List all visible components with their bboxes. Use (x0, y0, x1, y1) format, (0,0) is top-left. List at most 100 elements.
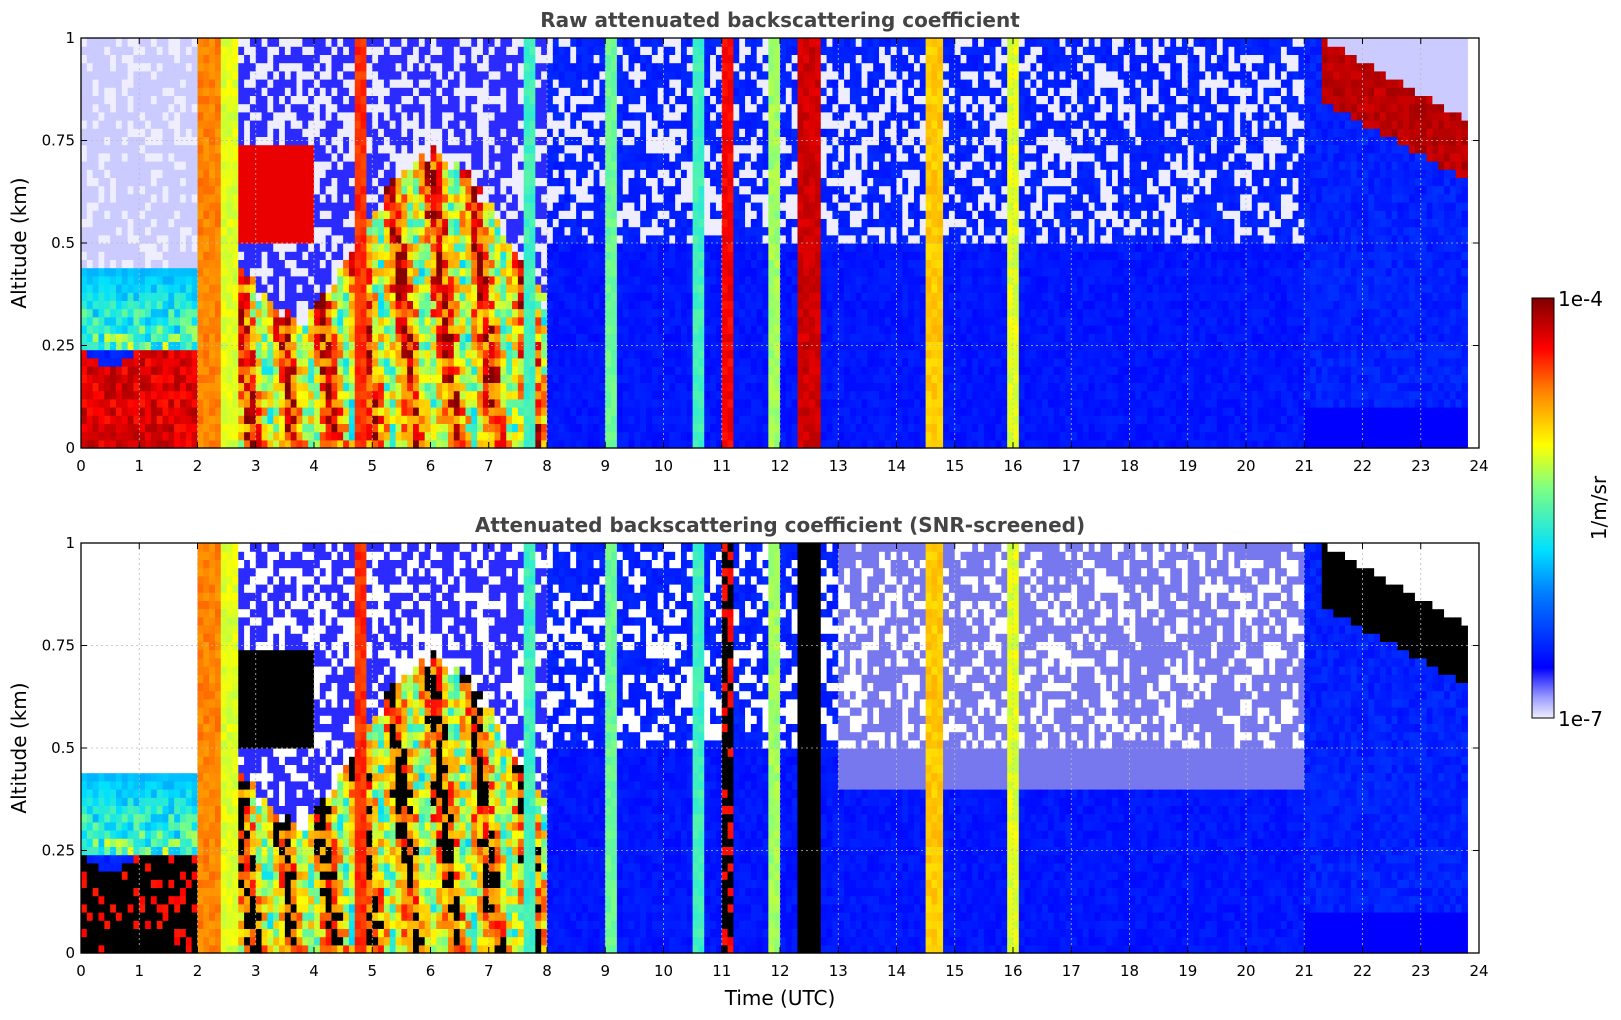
heatmap-cell (168, 210, 175, 219)
heatmap-cell (145, 366, 152, 375)
heatmap-cell (255, 341, 263, 351)
heatmap-cell (430, 292, 437, 301)
heatmap-cell (523, 234, 531, 244)
heatmap-cell (646, 62, 653, 72)
heatmap-cell (564, 185, 571, 195)
heatmap-cell (168, 431, 175, 441)
heatmap-cell (558, 251, 566, 260)
heatmap-cell (471, 136, 478, 146)
heatmap-cell (162, 415, 169, 424)
heatmap-cell (115, 38, 123, 47)
heatmap-cell (290, 54, 298, 64)
heatmap-cell (488, 218, 496, 228)
heatmap-cell (348, 185, 356, 195)
heatmap-cell (389, 46, 397, 55)
heatmap-cell (156, 415, 164, 424)
heatmap-cell (191, 79, 199, 88)
heatmap-cell (290, 218, 298, 228)
heatmap-cell (500, 128, 507, 137)
heatmap-cell (197, 366, 204, 375)
heatmap-cell (616, 357, 624, 367)
heatmap-cell (104, 54, 111, 64)
heatmap-cell (308, 120, 315, 129)
heatmap-cell (168, 46, 175, 55)
heatmap-cell (576, 136, 583, 146)
heatmap-cell (651, 177, 659, 187)
heatmap-cell (517, 234, 525, 244)
heatmap-cell (576, 87, 583, 96)
heatmap-cell (576, 415, 583, 424)
heatmap-cell (424, 398, 432, 408)
heatmap-cell (267, 62, 274, 72)
heatmap-cell (401, 415, 408, 424)
heatmap-cell (564, 210, 571, 219)
heatmap-cell (529, 251, 536, 260)
heatmap-cell (255, 136, 263, 146)
heatmap-cell (308, 103, 315, 113)
heatmap-cell (343, 423, 350, 433)
heatmap-cell (523, 111, 531, 121)
heatmap-cell (337, 308, 344, 318)
heatmap-cell (465, 152, 472, 162)
heatmap-cell (220, 275, 228, 285)
heatmap-cell (168, 111, 175, 121)
heatmap-cell (81, 46, 88, 55)
heatmap-cell (284, 357, 292, 367)
heatmap-cell (115, 185, 123, 195)
heatmap-cell (646, 398, 653, 408)
heatmap-cell (529, 193, 536, 203)
heatmap-cell (232, 144, 239, 154)
heatmap-cell (284, 390, 292, 400)
heatmap-cell (599, 439, 606, 449)
heatmap-cell (226, 169, 234, 178)
heatmap-cell (447, 185, 455, 195)
heatmap-cell (197, 46, 204, 55)
heatmap-cell (139, 70, 146, 80)
heatmap-cell (599, 46, 606, 55)
heatmap-cell (447, 38, 455, 47)
heatmap-cell (477, 357, 484, 367)
heatmap-cell (314, 390, 321, 400)
heatmap-cell (244, 292, 251, 301)
heatmap-cell (150, 144, 158, 154)
heatmap-cell (98, 128, 105, 137)
heatmap-cell (302, 62, 309, 72)
heatmap-cell (273, 325, 280, 334)
heatmap-cell (145, 128, 152, 137)
heatmap-cell (378, 128, 385, 137)
heatmap-cell (430, 439, 437, 449)
heatmap-cell (413, 234, 420, 244)
heatmap-cell (424, 284, 432, 293)
heatmap-cell (512, 161, 519, 170)
heatmap-cell (302, 251, 309, 260)
heatmap-cell (651, 226, 659, 236)
heatmap-cell (255, 333, 263, 342)
heatmap-cell (290, 193, 298, 203)
heatmap-cell (488, 300, 496, 310)
heatmap-cell (150, 46, 158, 55)
heatmap-cell (547, 111, 554, 121)
heatmap-cell (541, 415, 548, 424)
heatmap-cell (657, 111, 665, 121)
heatmap-cell (197, 185, 204, 195)
heatmap-cell (459, 292, 467, 301)
heatmap-cell (354, 103, 362, 113)
heatmap-cell (535, 111, 542, 121)
heatmap-cell (86, 128, 94, 137)
heatmap-cell (290, 111, 298, 121)
heatmap-cell (564, 177, 571, 187)
heatmap-cell (453, 210, 461, 219)
heatmap-cell (343, 210, 350, 219)
heatmap-cell (115, 210, 123, 219)
heatmap-cell (203, 292, 210, 301)
heatmap-cell (220, 95, 228, 105)
heatmap-cell (605, 275, 612, 285)
heatmap-cell (279, 374, 286, 383)
heatmap-cell (273, 38, 280, 47)
heatmap-cell (471, 210, 478, 219)
heatmap-cell (319, 284, 327, 293)
heatmap-cell (517, 251, 525, 260)
heatmap-cell (506, 128, 513, 137)
heatmap-cell (517, 349, 525, 359)
heatmap-cell (512, 341, 519, 351)
